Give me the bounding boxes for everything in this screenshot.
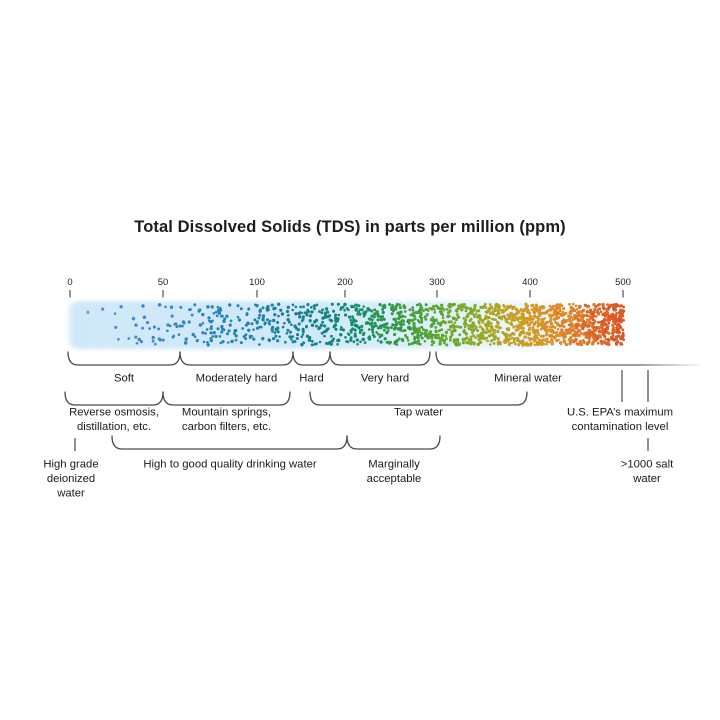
range-label: Mineral water (494, 373, 562, 385)
range-label: Marginally (368, 459, 420, 471)
annotation-label: contamination level (572, 421, 669, 433)
range-brackets (64, 351, 701, 450)
range-label: Soft (114, 373, 135, 385)
range-label: High to good quality drinking water (143, 459, 317, 471)
range-bracket-soft (67, 351, 181, 366)
annotation-label: >1000 salt (621, 459, 674, 471)
range-label: Hard (299, 373, 324, 385)
axis-tick-label: 300 (429, 277, 445, 288)
axis-tick-label: 100 (249, 277, 265, 288)
range-bracket-moderately-hard (179, 351, 294, 366)
axis-tick-label: 200 (337, 277, 353, 288)
range-bracket-marginally (346, 435, 441, 450)
range-bracket-reverse-osmosis- (64, 391, 164, 406)
range-label: Very hard (361, 373, 409, 385)
range-label: distillation, etc. (77, 421, 151, 433)
range-label: Reverse osmosis, (69, 407, 159, 419)
annotation-label: deionized (47, 473, 95, 485)
annotation-label: High grade (43, 459, 98, 471)
range-bracket-very-hard (329, 351, 431, 366)
range-bracket-mountain-springs- (162, 391, 291, 406)
range-bracket-high-to-good-quality-drinking-water (111, 435, 348, 450)
range-bracket-mineral-water (435, 351, 701, 366)
range-label: acceptable (367, 473, 422, 485)
annotation-label: water (56, 488, 85, 500)
chart-title: Total Dissolved Solids (TDS) in parts pe… (134, 218, 566, 236)
annotation-label: water (632, 473, 661, 485)
range-label: carbon filters, etc. (182, 421, 271, 433)
axis-tick-label: 500 (615, 277, 631, 288)
range-labels: Soft Moderately hard Hard Very hard Mineral … (43, 373, 674, 500)
range-bracket-tap-water (309, 391, 528, 406)
dot-cloud (86, 302, 626, 347)
ppm-axis: 0 50 100 200 300 400 500 (67, 277, 631, 298)
annotation-label: U.S. EPA’s maximum (567, 407, 673, 419)
leader-lines (74, 370, 649, 451)
range-bracket-hard (292, 351, 331, 366)
range-label: Mountain springs, (182, 407, 271, 419)
axis-tick-label: 400 (522, 277, 538, 288)
range-label: Tap water (394, 407, 443, 419)
range-label: Moderately hard (196, 373, 278, 385)
axis-tick-label: 50 (158, 277, 169, 288)
axis-tick-label: 0 (67, 277, 72, 288)
dot-band (66, 301, 628, 349)
